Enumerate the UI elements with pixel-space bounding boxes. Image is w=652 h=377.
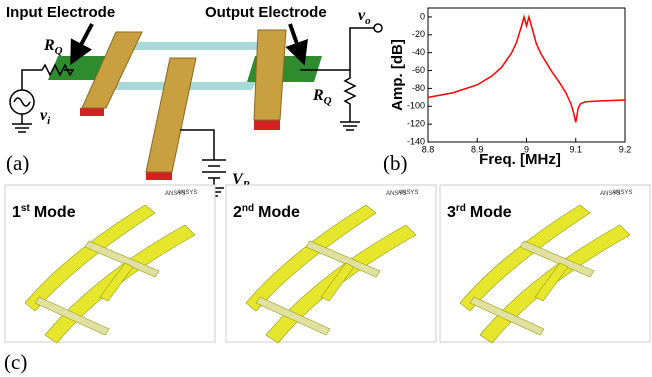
- panel-b: Freq. [MHz] Amp. [dB] (b) 0 -20 -40 -60 -80 -…: [383, 8, 631, 175]
- mode-suffix: rd: [456, 203, 466, 214]
- software-logo: ANSYS: [177, 190, 197, 196]
- symbol: R: [43, 37, 55, 54]
- x-tick-label: 8.9: [471, 144, 484, 154]
- arrow: [290, 24, 302, 58]
- panel-label: (c): [4, 350, 27, 374]
- output-beam: [254, 30, 286, 120]
- anchor: [146, 172, 172, 180]
- x-tick-label: 8.8: [422, 144, 435, 154]
- label-output: Output Electrode: [205, 4, 327, 21]
- x-tick-label: 9.1: [569, 144, 582, 154]
- y-tick-label: -60: [412, 65, 425, 75]
- drive-beam: [146, 58, 196, 172]
- subscript: Q: [55, 45, 63, 57]
- rq-in: RQ: [43, 37, 63, 57]
- coupling-beam: [134, 42, 262, 50]
- y-tick-label: -40: [412, 47, 425, 57]
- software-logo: ANSYS: [612, 190, 632, 196]
- y-tick-label: -20: [412, 29, 425, 39]
- x-tick-label: 9: [524, 144, 529, 154]
- mode-number: 2: [233, 204, 242, 221]
- mode-suffix: st: [21, 203, 31, 214]
- mode-number: 1: [12, 204, 21, 221]
- mode-word: Mode: [34, 204, 76, 221]
- vo: vo: [358, 7, 371, 27]
- mode-suffix: nd: [242, 203, 254, 214]
- y-axis-label: Amp. [dB]: [389, 39, 406, 111]
- subscript: i: [47, 115, 51, 127]
- figure: ANSYS Input Electrode Output Electrode R…: [0, 0, 652, 377]
- panel-a: Input Electrode Output Electrode RQ vi v…: [6, 4, 382, 196]
- vi: vi: [40, 107, 51, 127]
- mode-number: 3: [447, 204, 456, 221]
- anchor: [254, 120, 280, 130]
- y-tick-label: -80: [412, 83, 425, 93]
- y-tick-label: -100: [407, 101, 425, 111]
- mode-word: Mode: [470, 204, 512, 221]
- x-axis-label: Freq. [MHz]: [479, 151, 561, 168]
- rq-out: RQ: [312, 87, 332, 107]
- y-tick-label: -120: [407, 119, 425, 129]
- subscript: Q: [324, 95, 332, 107]
- software-logo: ANSYS: [398, 190, 418, 196]
- subscript: o: [365, 15, 371, 27]
- panel-label: (a): [6, 151, 29, 175]
- x-tick-label: 9.2: [619, 144, 632, 154]
- label-input: Input Electrode: [6, 4, 115, 21]
- mode-word: Mode: [258, 204, 300, 221]
- arrow: [74, 24, 92, 58]
- series-line: [428, 17, 625, 122]
- anchor: [80, 108, 104, 116]
- symbol: R: [312, 87, 324, 104]
- panel-label: (b): [383, 151, 408, 175]
- y-tick-label: 0: [420, 11, 425, 21]
